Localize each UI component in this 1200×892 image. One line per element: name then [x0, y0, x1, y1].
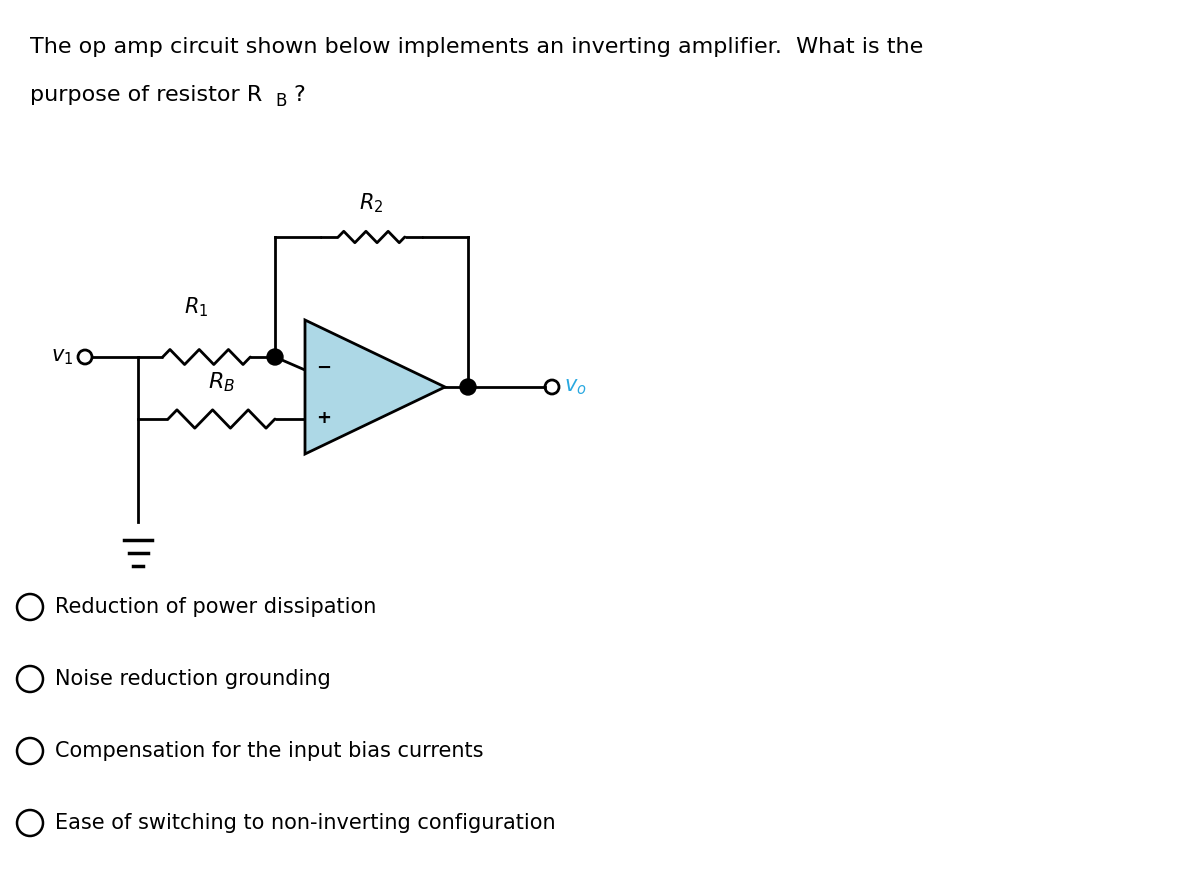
Text: $v_1$: $v_1$	[50, 347, 73, 367]
Text: Ease of switching to non-inverting configuration: Ease of switching to non-inverting confi…	[55, 813, 556, 833]
Text: The op amp circuit shown below implements an inverting amplifier.  What is the: The op amp circuit shown below implement…	[30, 37, 923, 57]
Text: Compensation for the input bias currents: Compensation for the input bias currents	[55, 741, 484, 761]
Circle shape	[266, 349, 283, 365]
Text: +: +	[317, 409, 331, 427]
Text: Noise reduction grounding: Noise reduction grounding	[55, 669, 331, 689]
Text: Reduction of power dissipation: Reduction of power dissipation	[55, 597, 377, 617]
Text: $R_B$: $R_B$	[208, 370, 235, 394]
Text: $R_2$: $R_2$	[359, 192, 384, 215]
Text: $R_1$: $R_1$	[185, 295, 209, 319]
Text: −: −	[317, 359, 331, 377]
Text: ?: ?	[293, 85, 305, 105]
Polygon shape	[305, 320, 445, 454]
Text: B: B	[276, 92, 287, 110]
Text: purpose of resistor R: purpose of resistor R	[30, 85, 263, 105]
Circle shape	[460, 379, 476, 395]
Text: $v_o$: $v_o$	[564, 377, 587, 397]
